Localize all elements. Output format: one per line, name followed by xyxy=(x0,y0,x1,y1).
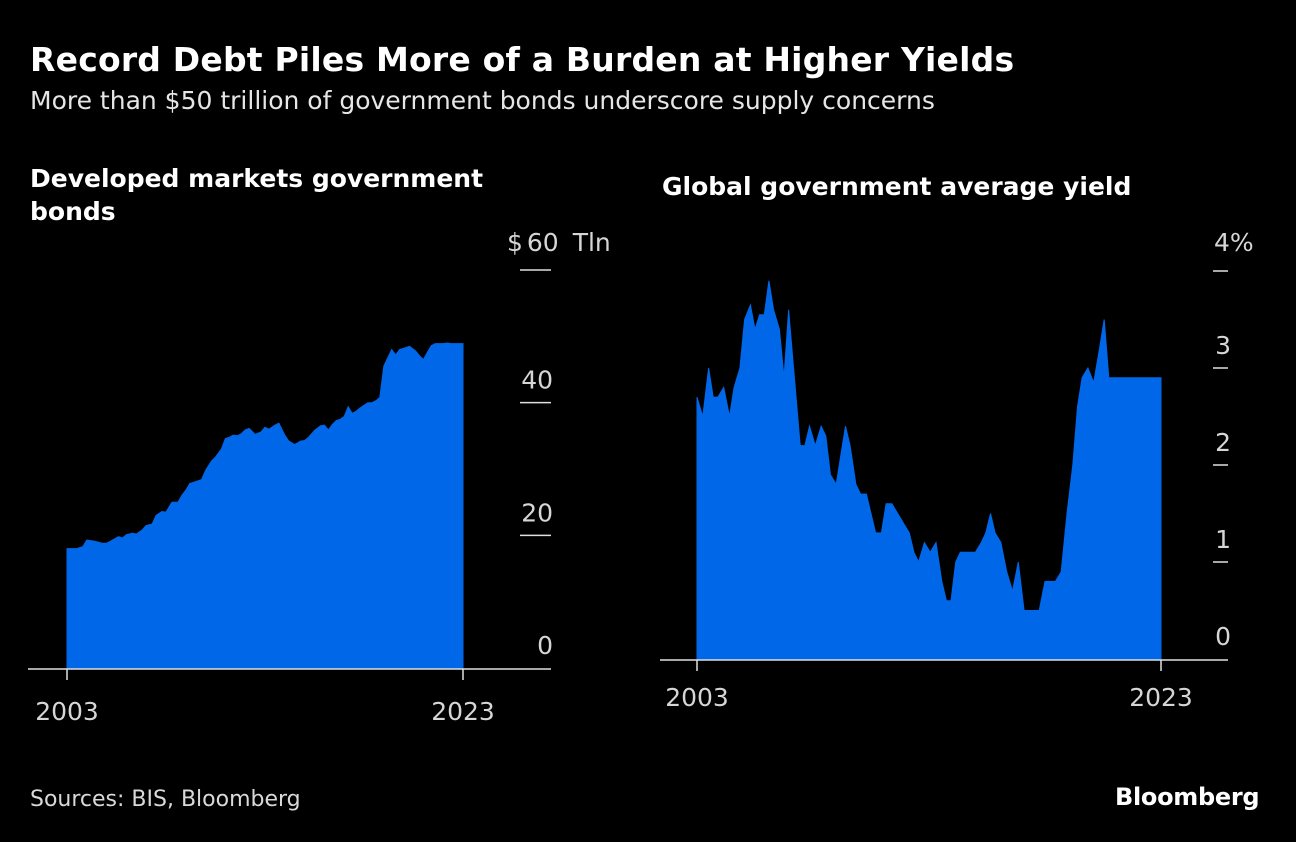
x-tick-label: 2003 xyxy=(665,683,729,712)
x-tick-label: 2023 xyxy=(431,697,495,726)
bloomberg-logo: Bloomberg xyxy=(1115,783,1260,811)
x-tick-label: 2023 xyxy=(1129,683,1193,712)
source-note: Sources: BIS, Bloomberg xyxy=(30,787,301,812)
area-series xyxy=(696,280,1162,660)
area-series xyxy=(66,342,464,669)
x-tick-label: 2003 xyxy=(35,697,99,726)
y-tick-label: 0 xyxy=(1215,622,1231,651)
y-tick-label: 0 xyxy=(537,631,553,660)
y-tick-label: 2 xyxy=(1215,428,1231,457)
chart-title: Record Debt Piles More of a Burden at Hi… xyxy=(30,40,1015,79)
y-tick-label: 20 xyxy=(521,498,553,527)
yield-area-chart: 0 1 2 3 4% 2003 2023 xyxy=(660,228,1254,712)
debt-area-chart: 0 20 40 $ 60 Tln 2003 2023 xyxy=(28,228,611,726)
y-tick-label: 3 xyxy=(1215,331,1231,360)
right-chart-title: Global government average yield xyxy=(662,172,1132,201)
left-chart-title: Developed markets government bonds xyxy=(30,164,484,226)
y-unit-label: 4% xyxy=(1214,228,1254,257)
y-tick-label: 40 xyxy=(521,366,553,395)
chart-subtitle: More than $50 trillion of government bon… xyxy=(30,86,935,115)
y-tick-label: 1 xyxy=(1215,525,1231,554)
y-unit-label: $60 Tln xyxy=(507,228,611,257)
